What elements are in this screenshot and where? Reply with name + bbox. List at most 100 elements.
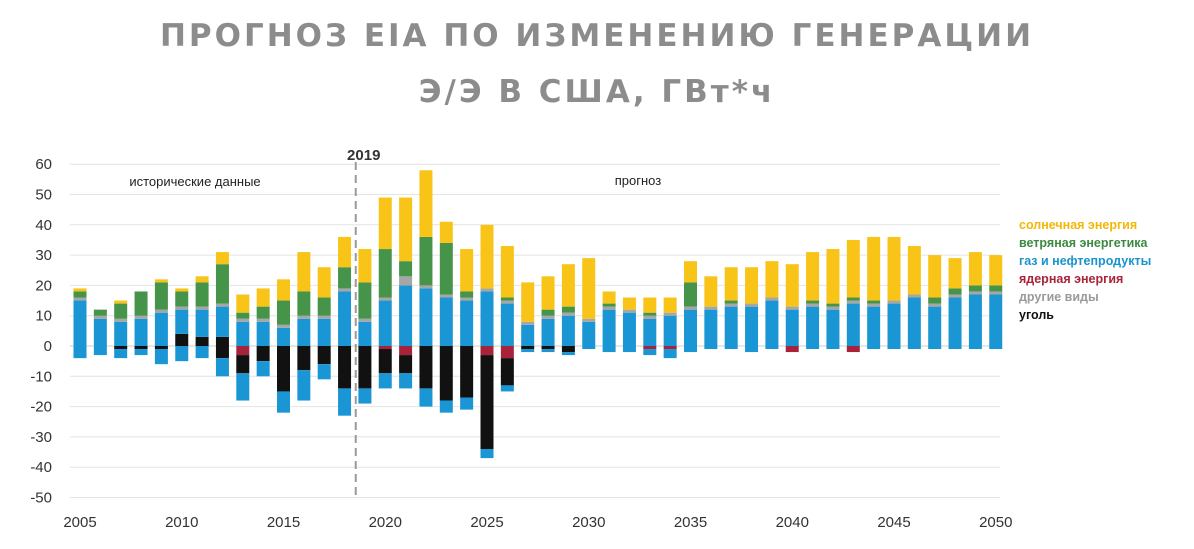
bar-segment-solar [521, 282, 535, 322]
bar-segment-other [236, 318, 250, 322]
bar-segment-wind [724, 300, 738, 304]
bar-segment-wind [114, 303, 128, 319]
bar-segment-solar [215, 252, 229, 265]
bar-segment-solar [846, 239, 860, 298]
y-tick-label: -30 [30, 429, 52, 446]
bar-segment-other [215, 303, 229, 307]
bar-segment-wind [277, 300, 290, 325]
y-tick-label: 50 [35, 187, 52, 204]
bar-segment-gas [195, 309, 209, 337]
bar-segment-wind [643, 312, 657, 316]
bar-segment-wind [561, 306, 575, 313]
bar-segment-solar [928, 255, 942, 298]
bar-segment-gas [297, 318, 311, 346]
bar-segment-gas [256, 361, 270, 377]
bar-segment-coal [277, 346, 290, 392]
y-tick-label: 20 [35, 277, 52, 294]
legend-nuclear: ядерная энергия [1019, 272, 1124, 286]
bar-segment-other [277, 324, 290, 328]
bar-segment-solar [989, 255, 1003, 286]
bar-segment-solar [948, 258, 962, 289]
bar-segment-other [154, 309, 168, 313]
bar-segment-wind [541, 309, 555, 316]
bar-segment-nuclear [399, 346, 413, 356]
bar-segment-wind [806, 300, 820, 304]
bar-segment-other [460, 297, 474, 301]
x-tick-label: 2025 [470, 514, 503, 531]
bar-segment-gas [928, 346, 942, 350]
bar-segment-coal [195, 336, 209, 346]
bar-segment-other [846, 300, 860, 304]
bar-segment-other [419, 285, 433, 289]
bar-segment-gas [643, 349, 657, 356]
bar-segment-wind [317, 297, 331, 316]
bar-segment-gas [928, 306, 942, 346]
bar-segment-wind [154, 282, 168, 310]
bar-segment-wind [500, 297, 514, 301]
bar-segment-wind [73, 291, 87, 298]
bar-segment-wind [439, 242, 453, 295]
bar-segment-other [521, 321, 535, 325]
bar-segment-other [663, 312, 677, 316]
bar-segment-gas [439, 400, 453, 413]
bar-segment-gas [663, 315, 677, 346]
bar-segment-gas [561, 352, 575, 356]
bar-segment-wind [358, 282, 372, 319]
bar-segment-gas [907, 297, 921, 346]
y-tick-label: 0 [44, 338, 52, 355]
bar-segment-coal [317, 346, 331, 365]
bar-segment-gas [236, 373, 250, 401]
historical-annotation: исторические данные [129, 174, 260, 189]
bar-segment-coal [114, 346, 128, 350]
bar-segment-gas [561, 315, 575, 346]
bar-segment-other [948, 294, 962, 298]
bar-segment-coal [439, 346, 453, 401]
bar-segment-coal [215, 346, 229, 359]
chart-title-line-2: Э/Э В США, ГВт*ч [418, 74, 776, 110]
bar-segment-solar [765, 261, 779, 298]
bar-segment-gas [887, 346, 901, 350]
bar-segment-solar [236, 294, 250, 313]
bar-segment-other [256, 318, 270, 322]
bar-segment-wind [684, 282, 697, 307]
bar-segment-coal [419, 346, 433, 389]
bar-segment-other [399, 276, 413, 286]
bar-segment-gas [541, 349, 555, 353]
bar-segment-gas [745, 346, 759, 353]
bar-segment-gas [968, 346, 982, 350]
bar-segment-wind [846, 297, 860, 301]
bar-segment-gas [175, 309, 189, 334]
bar-segment-coal [541, 346, 555, 350]
bar-segment-gas [521, 324, 535, 346]
bar-segment-wind [602, 303, 616, 307]
bar-segment-wind [460, 291, 474, 298]
bar-segment-gas [236, 321, 250, 346]
bar-segment-solar [867, 236, 881, 301]
bar-segment-gas [867, 306, 881, 346]
bar-segment-solar [277, 279, 290, 301]
bar-segment-solar [907, 246, 921, 295]
bar-segment-solar [684, 261, 697, 283]
bar-segment-wind [378, 249, 392, 298]
bar-segment-wind [989, 285, 1003, 292]
bar-segment-gas [826, 309, 840, 346]
bar-segment-other [785, 306, 799, 310]
bar-segment-gas [154, 349, 168, 365]
legend-coal: уголь [1019, 308, 1054, 322]
forecast-annotation: прогноз [615, 173, 662, 188]
bar-segment-coal [561, 346, 575, 353]
bar-segment-other [175, 306, 189, 310]
bar-segment-wind [419, 236, 433, 286]
bar-segment-gas [602, 309, 616, 346]
bar-segment-gas [724, 346, 738, 350]
bar-segment-other [989, 291, 1003, 295]
bar-segment-other [297, 315, 311, 319]
bar-segment-gas [317, 318, 331, 346]
bar-segment-gas [989, 346, 1003, 350]
bar-segment-gas [338, 388, 352, 416]
bar-segment-gas [765, 346, 779, 350]
bar-segment-other [867, 303, 881, 307]
legend-solar: солнечная энергия [1019, 218, 1138, 232]
bar-segment-other [806, 303, 820, 307]
bar-segment-solar [663, 297, 677, 313]
